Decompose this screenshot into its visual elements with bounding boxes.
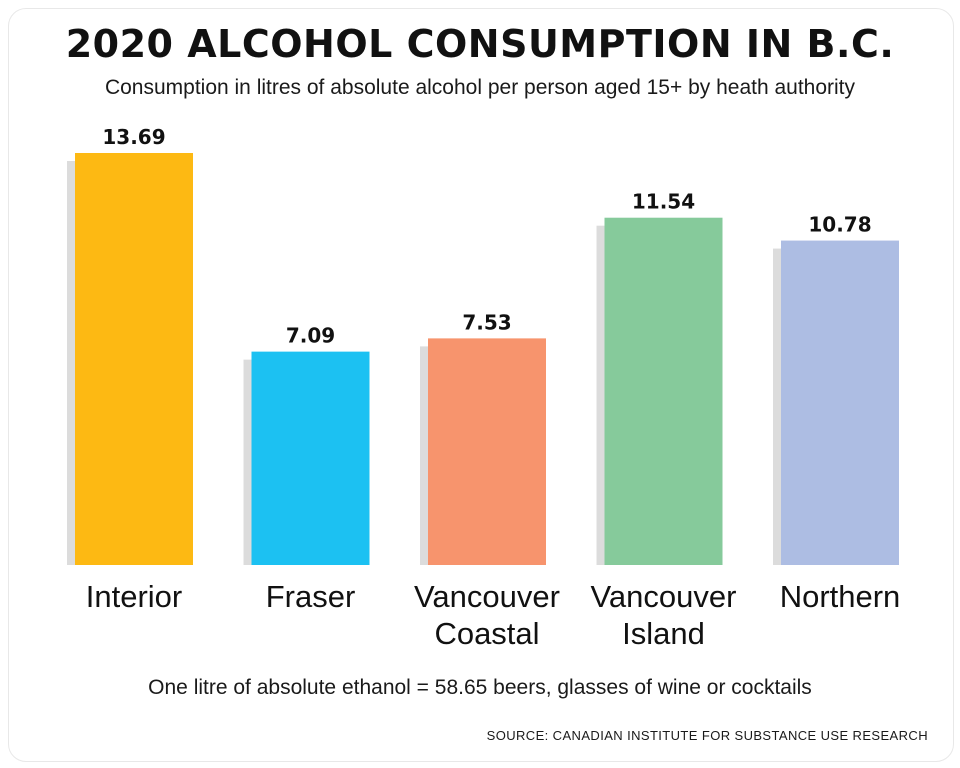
source-credit: SOURCE: CANADIAN INSTITUTE FOR SUBSTANCE… xyxy=(486,728,928,743)
bar xyxy=(251,351,370,565)
category-label: Island xyxy=(622,616,705,651)
bar-value-label: 7.09 xyxy=(286,324,335,348)
bar-value-label: 7.53 xyxy=(462,310,511,334)
chart-subtitle: Consumption in litres of absolute alcoho… xyxy=(104,76,856,99)
bar xyxy=(604,217,723,565)
category-label: Northern xyxy=(780,579,901,614)
bar-value-label: 11.54 xyxy=(632,190,695,214)
category-label: Fraser xyxy=(266,579,356,614)
footnote: One litre of absolute ethanol = 58.65 be… xyxy=(148,676,812,699)
chart-title: 2020 ALCOHOL CONSUMPTION IN B.C. xyxy=(65,22,895,66)
bar xyxy=(428,338,546,565)
bar-value-label: 13.69 xyxy=(102,125,165,149)
bar xyxy=(75,153,193,565)
bar-value-label: 10.78 xyxy=(808,213,871,237)
category-label: Vancouver xyxy=(591,579,737,614)
bar xyxy=(781,240,899,565)
category-label: Interior xyxy=(86,579,182,614)
category-label: Vancouver xyxy=(414,579,560,614)
category-label: Coastal xyxy=(434,616,539,651)
